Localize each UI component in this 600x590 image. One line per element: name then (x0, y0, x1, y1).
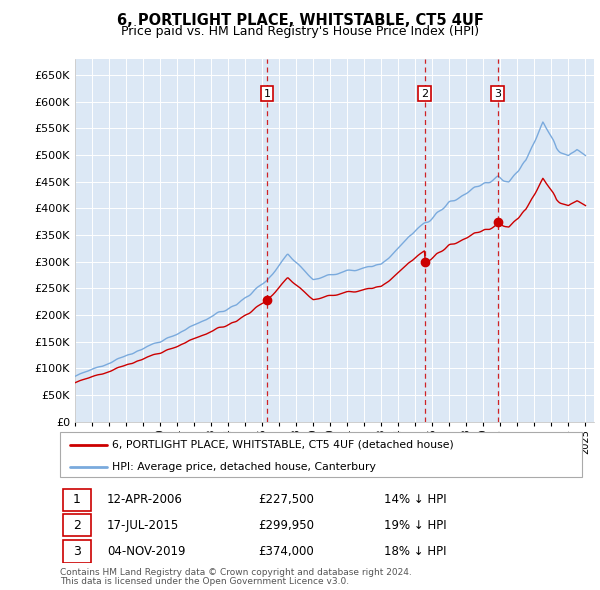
Text: HPI: Average price, detached house, Canterbury: HPI: Average price, detached house, Cant… (112, 462, 376, 472)
Text: 3: 3 (494, 88, 501, 99)
Text: 6, PORTLIGHT PLACE, WHITSTABLE, CT5 4UF: 6, PORTLIGHT PLACE, WHITSTABLE, CT5 4UF (116, 13, 484, 28)
Text: 1: 1 (263, 88, 271, 99)
Text: £299,950: £299,950 (259, 519, 314, 532)
Text: 2: 2 (421, 88, 428, 99)
Text: 17-JUL-2015: 17-JUL-2015 (107, 519, 179, 532)
Text: 04-NOV-2019: 04-NOV-2019 (107, 545, 185, 558)
Text: £227,500: £227,500 (259, 493, 314, 506)
Text: 12-APR-2006: 12-APR-2006 (107, 493, 183, 506)
Text: 3: 3 (73, 545, 81, 558)
FancyBboxPatch shape (62, 540, 91, 563)
Text: 19% ↓ HPI: 19% ↓ HPI (383, 519, 446, 532)
FancyBboxPatch shape (62, 514, 91, 536)
FancyBboxPatch shape (60, 432, 582, 477)
Text: Price paid vs. HM Land Registry's House Price Index (HPI): Price paid vs. HM Land Registry's House … (121, 25, 479, 38)
Text: £374,000: £374,000 (259, 545, 314, 558)
Text: 18% ↓ HPI: 18% ↓ HPI (383, 545, 446, 558)
Text: 6, PORTLIGHT PLACE, WHITSTABLE, CT5 4UF (detached house): 6, PORTLIGHT PLACE, WHITSTABLE, CT5 4UF … (112, 440, 454, 450)
Text: 1: 1 (73, 493, 81, 506)
Text: This data is licensed under the Open Government Licence v3.0.: This data is licensed under the Open Gov… (60, 577, 349, 586)
FancyBboxPatch shape (62, 489, 91, 511)
Text: Contains HM Land Registry data © Crown copyright and database right 2024.: Contains HM Land Registry data © Crown c… (60, 568, 412, 576)
Text: 2: 2 (73, 519, 81, 532)
Text: 14% ↓ HPI: 14% ↓ HPI (383, 493, 446, 506)
